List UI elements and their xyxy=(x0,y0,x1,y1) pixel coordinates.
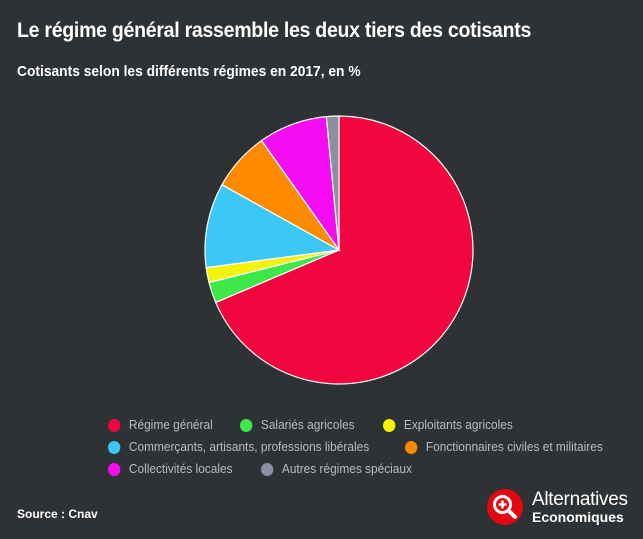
legend-label: Régime général xyxy=(128,418,213,432)
logo-line-economiques: Economiques xyxy=(532,509,624,525)
legend-swatch xyxy=(108,462,121,476)
chart-legend: Régime général Salariés agricoles Exploita… xyxy=(108,414,628,480)
legend-swatch xyxy=(240,418,253,432)
legend-label: Collectivités locales xyxy=(128,462,233,476)
chart-subtitle: Cotisants selon les différents régimes e… xyxy=(17,63,361,80)
magnifier-plus-icon xyxy=(487,489,523,525)
legend-swatch xyxy=(108,440,121,454)
pie-slice-3 xyxy=(204,183,341,269)
legend-item: Autres régimes spéciaux xyxy=(261,462,412,476)
logo-wordmark: Alternatives Economiques xyxy=(532,490,628,524)
publisher-logo: Alternatives Economiques xyxy=(486,488,628,526)
legend-item: Fonctionnaires civiles et militaires xyxy=(404,440,603,454)
pie-slice-6 xyxy=(325,115,340,251)
legend-label: Fonctionnaires civiles et militaires xyxy=(425,440,603,454)
legend-row: Régime général Salariés agricoles Exploita… xyxy=(108,414,628,436)
legend-row: Commerçants, artisants, professions libé… xyxy=(108,436,628,458)
legend-row: Collectivités locales Autres régimes spéc… xyxy=(108,458,628,480)
legend-swatch xyxy=(404,440,418,454)
legend-item: Régime général xyxy=(108,418,213,432)
legend-item: Salariés agricoles xyxy=(240,418,355,432)
legend-label: Autres régimes spéciaux xyxy=(281,462,413,476)
legend-item: Collectivités locales xyxy=(108,462,233,476)
legend-swatch xyxy=(261,462,274,476)
logo-line-alternatives: Alternatives xyxy=(532,489,628,510)
chart-title: Le régime général rassemble les deux tie… xyxy=(17,19,532,42)
legend-swatch xyxy=(108,418,121,432)
legend-label: Commerçants, artisants, professions libé… xyxy=(128,440,370,454)
legend-label: Salariés agricoles xyxy=(261,418,355,432)
legend-label: Exploitants agricoles xyxy=(403,418,513,432)
legend-item: Exploitants agricoles xyxy=(382,418,513,432)
pie-slice-0 xyxy=(214,115,474,385)
source-note: Source : Cnav xyxy=(17,507,98,521)
legend-item: Commerçants, artisants, professions libé… xyxy=(108,440,369,454)
legend-swatch xyxy=(382,418,396,432)
